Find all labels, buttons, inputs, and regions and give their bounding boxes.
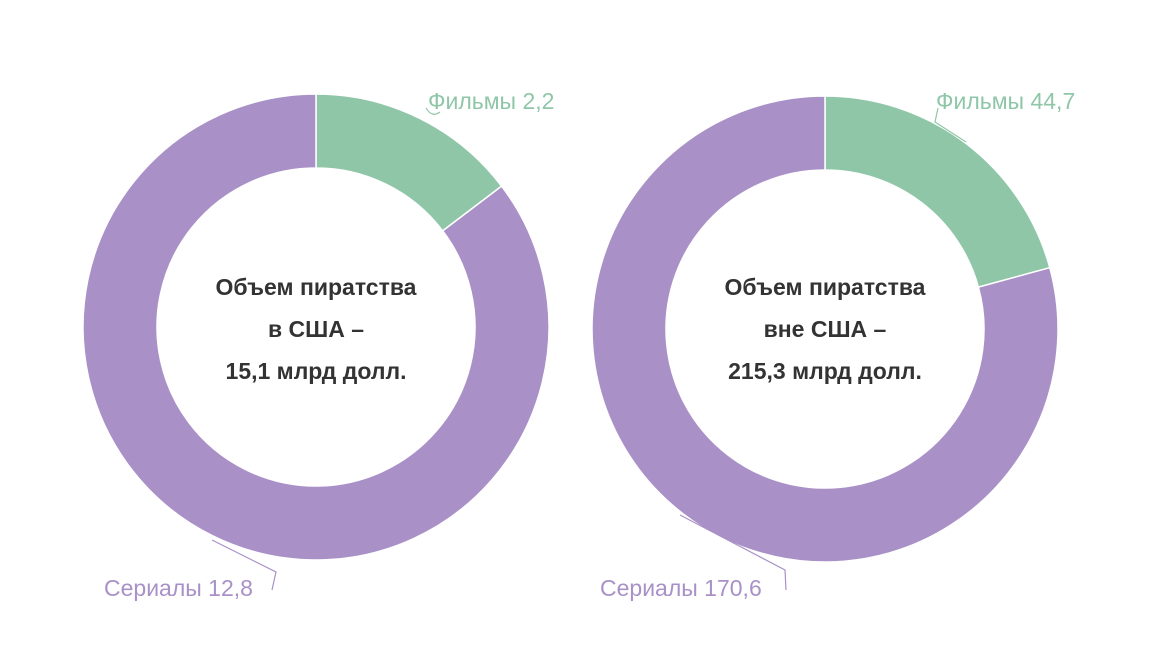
leader-line-films-outside-usa	[934, 107, 967, 143]
donut-chart-outside-usa: Фильмы 44,7 Сериалы 170,6 Объем пиратств…	[591, 88, 1075, 601]
leader-line-series-outside-usa	[679, 514, 787, 591]
leader-line-series-usa	[211, 539, 277, 591]
slice-label-films-outside-usa: Фильмы 44,7	[936, 88, 1075, 114]
leader-line-films-usa	[425, 107, 441, 115]
center-text-usa-line3: 15,1 млрд долл.	[226, 358, 407, 384]
donut-slice-series-outside-usa	[591, 95, 1059, 563]
center-text-outside-usa-line3: 215,3 млрд долл.	[728, 358, 922, 384]
center-text-outside-usa-line2: вне США –	[764, 316, 887, 342]
donut-slice-films-outside-usa	[824, 95, 1051, 289]
slice-label-series-usa: Сериалы 12,8	[104, 575, 253, 601]
donut-chart-usa: Фильмы 2,2 Сериалы 12,8 Объем пиратства …	[82, 88, 554, 601]
center-text-usa-line1: Объем пиратства	[216, 274, 417, 300]
center-text-outside-usa-line1: Объем пиратства	[725, 274, 926, 300]
center-text-usa-line2: в США –	[268, 316, 364, 342]
slice-label-films-usa: Фильмы 2,2	[428, 88, 554, 114]
donut-outside-usa-slices	[591, 95, 1059, 563]
donut-slice-series-usa	[82, 93, 550, 561]
slice-label-series-outside-usa: Сериалы 170,6	[600, 575, 762, 601]
donut-usa-slices	[82, 93, 550, 561]
